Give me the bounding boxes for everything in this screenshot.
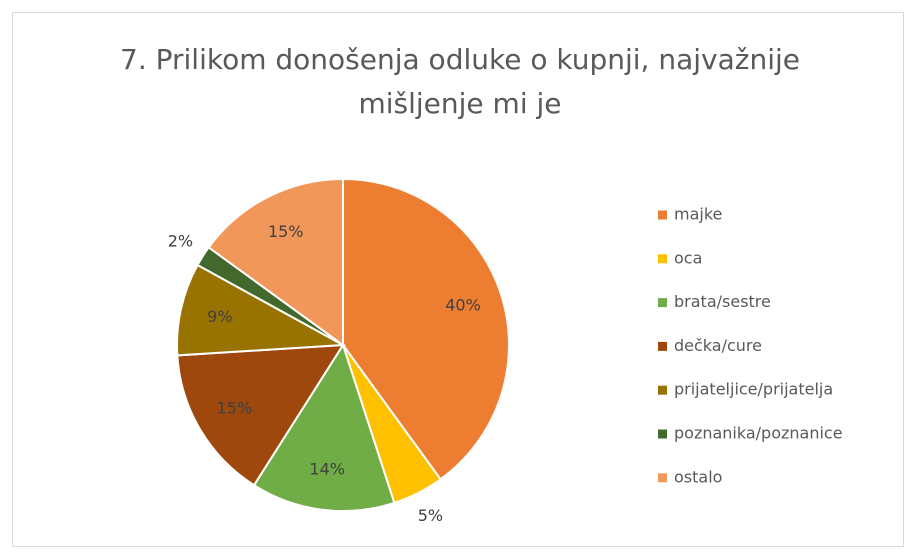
chart-frame [12, 12, 904, 547]
legend-swatch [658, 385, 667, 395]
data-label: 15% [217, 399, 253, 418]
legend-swatch [658, 429, 667, 439]
legend-label: poznanika/poznanice [674, 424, 843, 443]
legend-label: brata/sestre [674, 292, 771, 311]
data-label: 9% [207, 307, 232, 326]
data-label: 2% [168, 231, 193, 250]
data-label: 5% [418, 506, 443, 525]
legend-swatch [658, 254, 667, 264]
legend-swatch [658, 298, 667, 308]
pie-slice [207, 177, 344, 347]
data-label: 14% [309, 460, 345, 479]
legend-swatch [658, 210, 667, 220]
data-label: 15% [268, 222, 304, 241]
legend-swatch [658, 473, 667, 483]
pie-slice [176, 343, 345, 487]
legend-label: majke [674, 205, 722, 224]
pie-slice [342, 177, 510, 481]
legend-label: dečka/cure [674, 336, 762, 355]
pie-slice [252, 342, 396, 512]
legend-swatch [658, 341, 667, 351]
data-label: 40% [445, 296, 481, 315]
chart-title: 7. Prilikom donošenja odluke o kupnji, n… [120, 43, 800, 120]
legend-label: oca [674, 248, 702, 267]
pie-slice [176, 263, 347, 357]
legend-label: ostalo [674, 467, 722, 486]
legend-label: prijateljice/prijatelja [674, 380, 833, 399]
